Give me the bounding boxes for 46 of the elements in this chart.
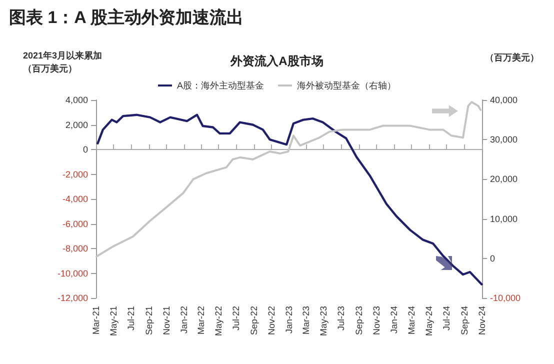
x-tick-label: May-24	[424, 306, 434, 336]
y-tick-label: 2,000	[65, 120, 88, 130]
y2-tick-label: 0	[490, 253, 496, 264]
y2-tick-label: -10,000	[490, 293, 521, 303]
x-tick-label: Nov-21	[162, 306, 172, 336]
y-tick-label: -8,000	[62, 244, 88, 254]
y2-tick-label: 30,000	[490, 134, 518, 145]
x-tick-label: Sep-22	[249, 306, 260, 336]
x-tick-label: Jul-22	[231, 306, 242, 331]
y-tick-label: -2,000	[62, 169, 88, 180]
x-tick-label: Mar-22	[196, 306, 206, 335]
x-tick-label: May-23	[318, 306, 329, 336]
x-tick-label: Jan-22	[179, 306, 190, 334]
x-tick-label: May-21	[108, 306, 119, 336]
chart-title: 图表 1：A 股主动外资加速流出	[9, 8, 244, 27]
y2-axis-title: （百万美元）	[485, 52, 539, 62]
x-tick-label: May-22	[214, 306, 224, 336]
y-axis-title: 2021年3月以来累加（百万美元）	[23, 50, 102, 74]
x-tick-label: Jul-23	[336, 306, 346, 331]
y-tick-label: 4,000	[65, 95, 88, 105]
x-tick-label: Sep-21	[144, 306, 154, 336]
chart-subtitle: 外资流入A股市场	[230, 54, 324, 68]
x-tick-label: Nov-22	[266, 306, 277, 336]
x-tick-label: Mar-24	[406, 306, 416, 335]
y-tick-label: 0	[82, 144, 88, 154]
y2-tick-label: 20,000	[490, 174, 518, 184]
y2-tick-label: 40,000	[490, 95, 518, 105]
x-tick-label: Mar-21	[91, 306, 101, 335]
x-tick-label: Jul-21	[126, 306, 136, 331]
y-tick-label: -10,000	[57, 268, 88, 278]
y-tick-label: -6,000	[62, 218, 88, 229]
legend-label: 海外被动型基金（右轴）	[297, 80, 396, 90]
x-tick-label: Nov-23	[372, 306, 382, 336]
legend-label: A股：海外主动型基金	[177, 80, 264, 90]
x-tick-label: Jul-24	[442, 306, 452, 331]
line-series	[96, 114, 483, 286]
y-tick-label: -4,000	[62, 194, 88, 204]
x-tick-label: Nov-24	[477, 306, 487, 336]
x-tick-label: Jan-23	[284, 306, 294, 334]
x-tick-label: Sep-24	[459, 306, 470, 336]
y2-tick-label: 10,000	[490, 214, 518, 224]
line-series	[96, 100, 482, 258]
y-tick-label: -12,000	[57, 293, 88, 303]
x-tick-label: Sep-23	[354, 306, 364, 336]
x-tick-label: Jan-24	[389, 306, 400, 334]
x-tick-label: Mar-23	[301, 306, 312, 335]
